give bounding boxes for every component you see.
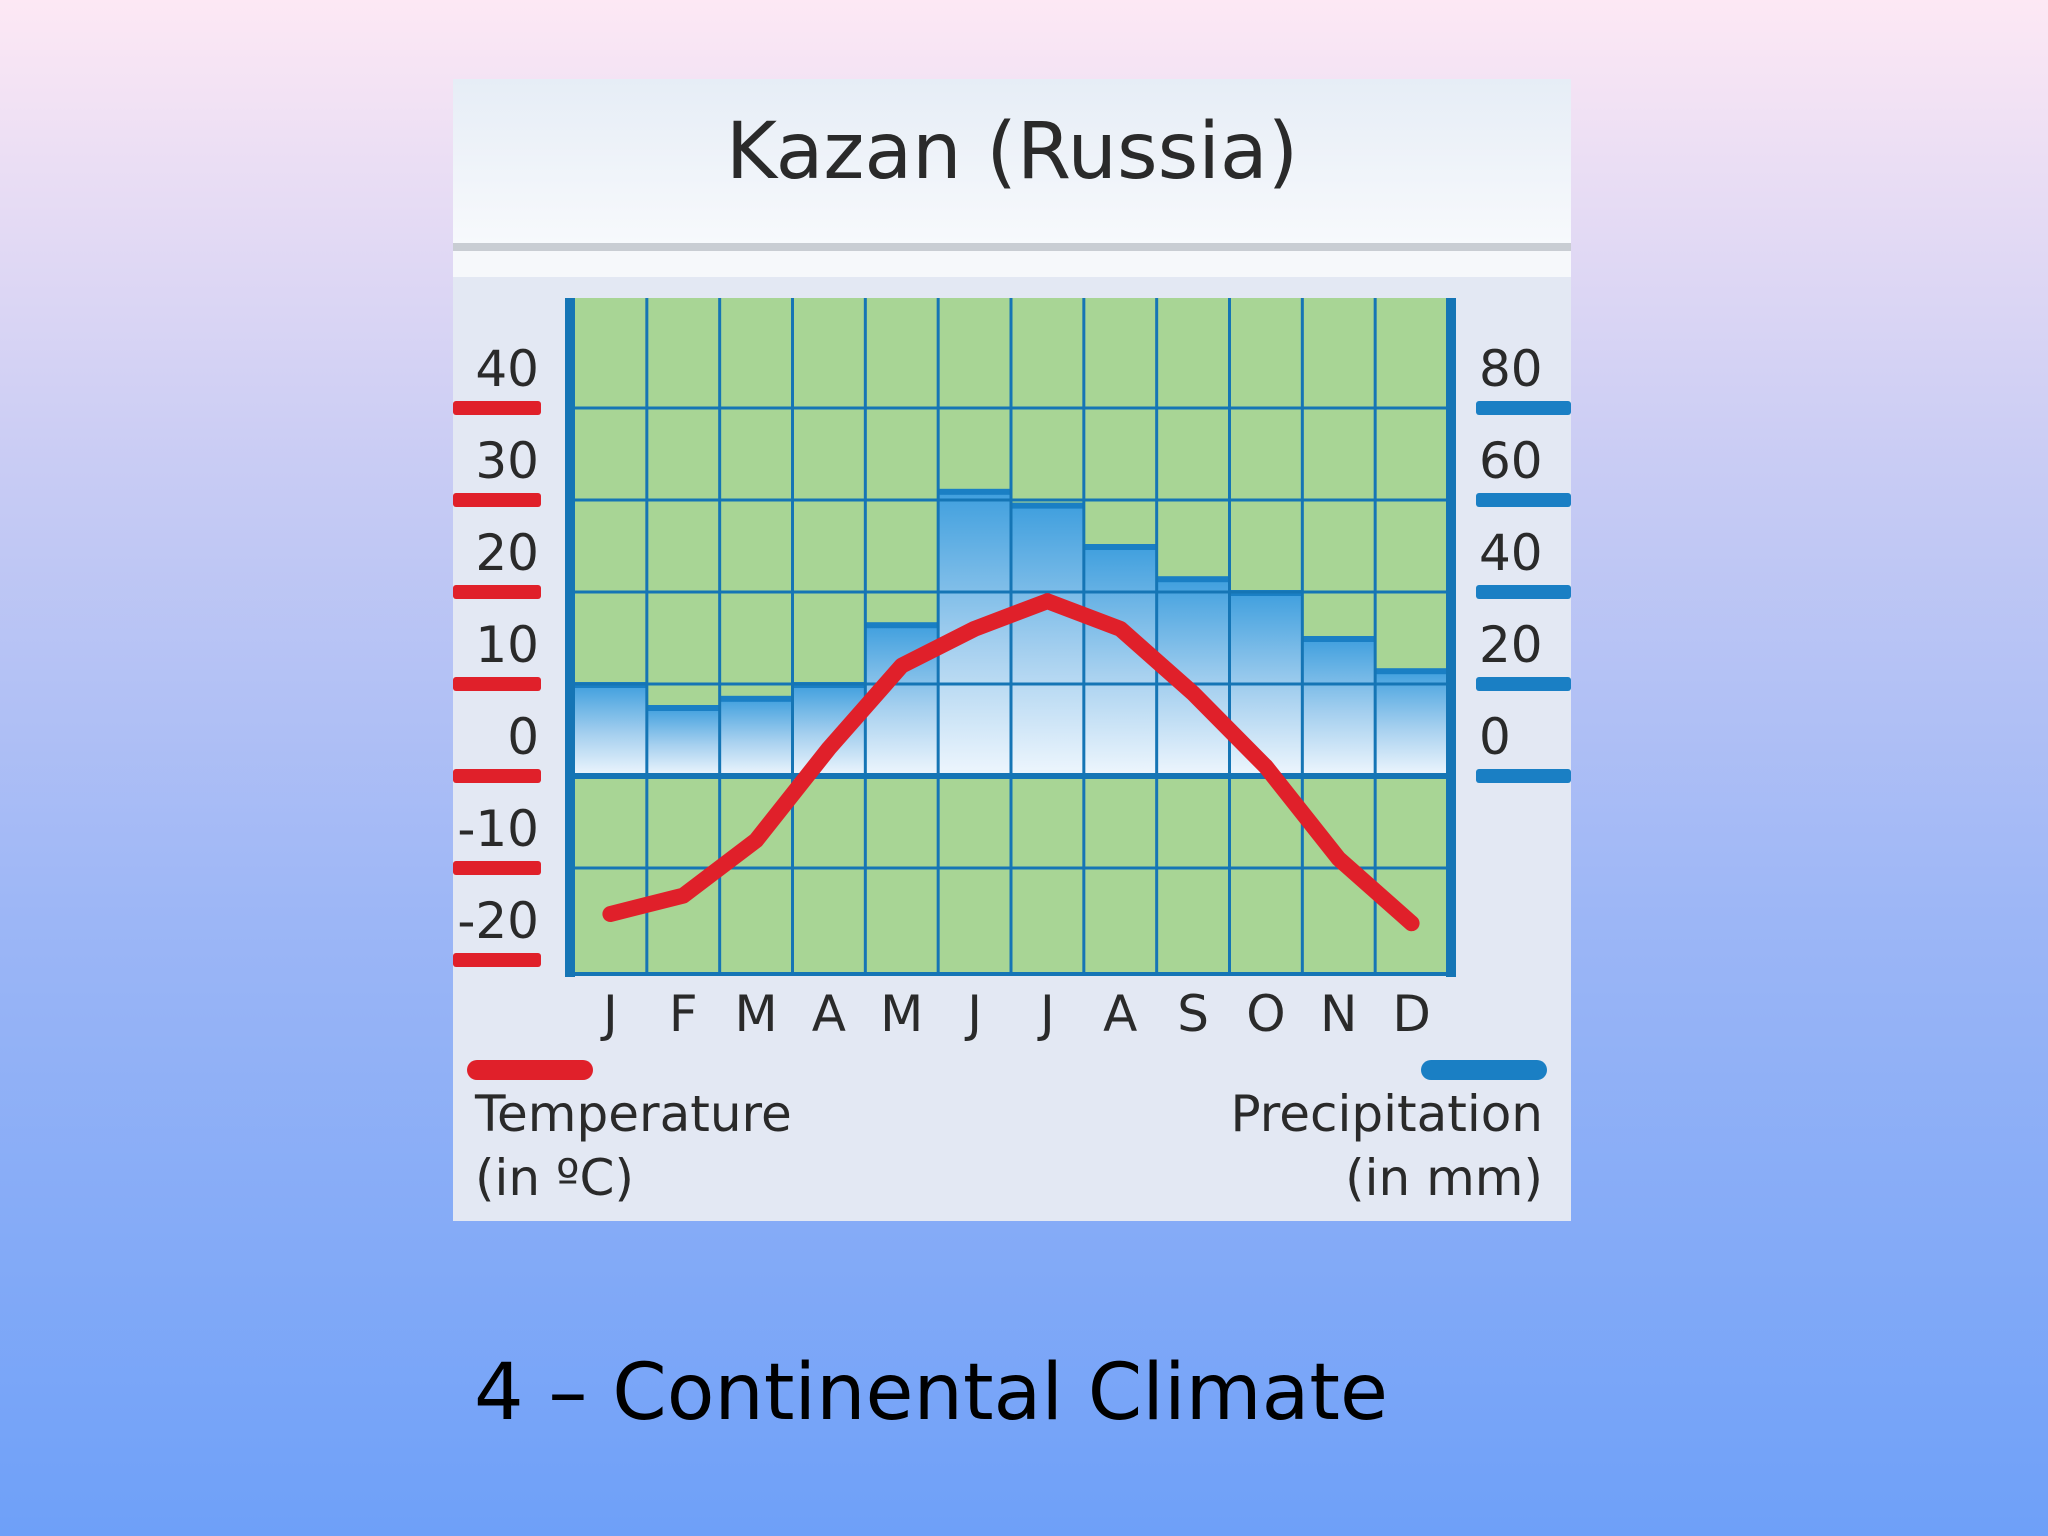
precipitation-tick-mark [1476, 585, 1571, 599]
temperature-tick-mark [453, 585, 541, 599]
precipitation-tick-mark [1476, 493, 1571, 507]
month-label: J [964, 985, 982, 1043]
temperature-legend-label: Temperature [475, 1085, 792, 1143]
temperature-tick-mark [453, 401, 541, 415]
temperature-legend-unit: (in ºC) [475, 1149, 634, 1207]
temperature-tick-mark [453, 493, 541, 507]
precipitation-bar-top [1011, 502, 1084, 509]
precipitation-legend-swatch [1421, 1060, 1547, 1080]
precipitation-bar-top [1083, 544, 1157, 550]
temperature-line [602, 593, 1420, 932]
month-label: N [1320, 985, 1357, 1043]
precipitation-bar [1375, 670, 1448, 776]
chart-title: Kazan (Russia) [725, 107, 1299, 197]
month-label: F [669, 985, 698, 1043]
precipitation-bar-top [1375, 668, 1448, 675]
precipitation-bar [646, 707, 720, 776]
precipitation-legend-unit: (in mm) [1345, 1149, 1543, 1207]
precipitation-bar-top [938, 488, 1011, 495]
temperature-tick-label: 30 [475, 432, 539, 490]
precipitation-bar [574, 684, 647, 776]
month-label: M [880, 985, 923, 1043]
precipitation-legend: Precipitation (in mm) [1230, 1082, 1543, 1210]
precipitation-bar-top [646, 705, 720, 711]
precipitation-tick-label: 40 [1479, 524, 1543, 582]
temperature-tick-mark [453, 861, 541, 875]
month-label: O [1246, 985, 1285, 1043]
precipitation-tick-mark [1476, 677, 1571, 691]
month-label: A [1103, 985, 1137, 1043]
precipitation-tick-mark [1476, 401, 1571, 415]
precipitation-bar [1083, 546, 1157, 776]
precipitation-bar [1011, 504, 1084, 776]
temperature-tick-mark [453, 769, 541, 783]
month-label: M [735, 985, 778, 1043]
precipitation-bar-top [719, 695, 793, 702]
temperature-legend: Temperature (in ºC) [475, 1082, 792, 1210]
temperature-tick-label: -20 [457, 892, 539, 950]
precipitation-tick-label: 60 [1479, 432, 1543, 490]
precipitation-tick-label: 80 [1479, 340, 1543, 398]
month-label: D [1392, 985, 1431, 1043]
slide-caption: 4 – Continental Climate [474, 1348, 1388, 1438]
title-gap [453, 251, 1571, 277]
precipitation-bar [719, 697, 793, 776]
temperature-tick-mark [453, 953, 541, 967]
precipitation-bar-top [1156, 576, 1230, 583]
month-label: S [1177, 985, 1209, 1043]
precipitation-tick-label: 20 [1479, 616, 1543, 674]
precipitation-tick-label: 0 [1479, 708, 1511, 766]
month-label: J [1037, 985, 1055, 1043]
temperature-tick-mark [453, 677, 541, 691]
precipitation-bar-top [865, 622, 939, 629]
precipitation-bar [1302, 638, 1376, 776]
precipitation-bar-top [1302, 636, 1376, 642]
chart-title-band: Kazan (Russia) [453, 79, 1571, 251]
temperature-legend-swatch [467, 1060, 593, 1080]
precipitation-legend-label: Precipitation [1230, 1085, 1543, 1143]
month-label: A [812, 985, 846, 1043]
temperature-tick-label: 20 [475, 524, 539, 582]
month-label: J [600, 985, 618, 1043]
temperature-tick-label: 40 [475, 340, 539, 398]
precipitation-tick-mark [1476, 769, 1571, 783]
temperature-tick-label: -10 [457, 800, 539, 858]
temperature-tick-label: 0 [507, 708, 539, 766]
temperature-tick-label: 10 [475, 616, 539, 674]
climate-chart-panel: Kazan (Russia) 40 30 20 10 0 -10 -20 80 60 40 20 0… [453, 79, 1571, 1221]
